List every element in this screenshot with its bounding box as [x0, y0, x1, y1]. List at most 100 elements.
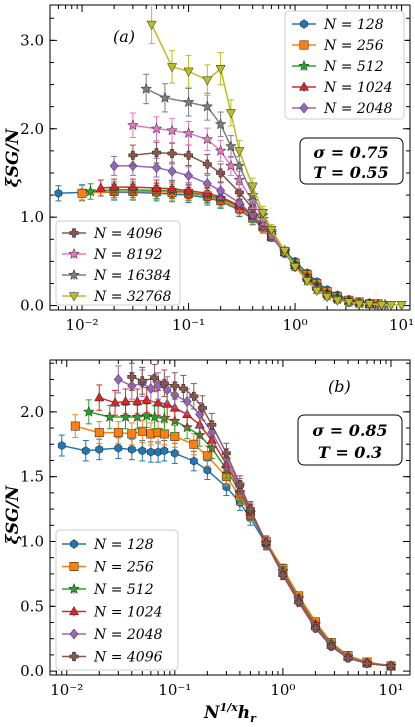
data-point [140, 82, 153, 94]
legend-item: N = 2048 [292, 101, 393, 117]
data-point [70, 421, 80, 431]
data-point [146, 20, 157, 31]
data-point [94, 428, 104, 438]
y-tick-label: 1.0 [20, 532, 44, 550]
legend-item: N = 4096 [62, 226, 163, 242]
legend-item: N = 1024 [62, 605, 163, 621]
legend-label: N = 2048 [323, 101, 393, 117]
data-point [140, 409, 153, 421]
annotation-box [299, 137, 404, 185]
y-tick-label: 0.0 [20, 662, 44, 680]
panel-b-xlabel: N1/xhr [203, 701, 257, 725]
data-point [170, 448, 179, 458]
data-point [184, 150, 194, 160]
x-tick-label: 10⁻¹ [158, 681, 191, 699]
y-tick-label: 2.0 [20, 120, 44, 138]
data-point [167, 165, 177, 177]
data-point [127, 444, 136, 454]
data-point [376, 301, 387, 311]
data-point [159, 91, 171, 103]
data-point [214, 118, 227, 130]
data-point [159, 429, 169, 439]
data-point [326, 642, 336, 651]
panel-b-frame [49, 359, 411, 676]
data-point [95, 182, 106, 192]
annotation-sigma: σ = 0.75 [313, 143, 388, 162]
panel-b-ylabel: ξSG/N [3, 484, 23, 544]
panel-a-ylabel: ξSG/N [3, 127, 23, 187]
data-point [127, 372, 137, 382]
legend-marker [298, 81, 310, 91]
data-point [77, 188, 87, 198]
data-point [120, 395, 131, 406]
legend-label: N = 4096 [93, 226, 163, 242]
data-point [170, 432, 180, 441]
data-point [84, 185, 97, 197]
xlabel-n: N [203, 703, 221, 723]
annotation-box [297, 414, 403, 466]
data-point [225, 109, 236, 119]
data-point [146, 447, 155, 457]
legend-item: N = 4096 [62, 650, 163, 666]
legend-item: N = 1024 [292, 80, 393, 96]
data-point [138, 446, 147, 456]
data-point [290, 263, 301, 273]
legend-item: N = 512 [62, 582, 154, 598]
panel-b-series [57, 362, 397, 672]
legend-marker [299, 40, 309, 50]
data-point [354, 300, 365, 310]
data-point [182, 396, 192, 407]
panel-a-series [54, 4, 407, 311]
data-point [202, 187, 213, 197]
data-point [113, 374, 123, 385]
x-tick-label: 10¹ [389, 316, 414, 334]
data-point [57, 441, 66, 451]
data-point [167, 183, 178, 193]
panel-a-label: (a) [113, 27, 135, 46]
legend-box [284, 10, 405, 120]
y-tick-label: 0.5 [20, 597, 44, 615]
data-point [247, 182, 258, 192]
panel-a-annotation: σ = 0.75 T = 0.55 [299, 137, 404, 185]
panel-a: 10⁻² 10⁻¹ 10⁰ 10¹ 0.0 1.0 2.0 3.0 (a) ξSG/N N =… [3, 4, 414, 334]
data-point [197, 403, 207, 413]
data-point [294, 597, 304, 607]
data-point [132, 395, 143, 406]
panel-a-legend-top-right: N = 128 N = 256 N = 512 N = 1024 N = 2048 [284, 10, 405, 120]
data-point [127, 181, 138, 191]
legend-item: N = 256 [62, 560, 154, 576]
data-point [257, 209, 269, 219]
series-line [145, 88, 386, 306]
data-point [189, 391, 199, 401]
data-point [167, 63, 178, 73]
legend-marker [68, 582, 80, 594]
x-tick-label: 10⁻¹ [172, 316, 205, 334]
data-point [386, 661, 396, 671]
data-point [113, 428, 123, 438]
data-point [167, 149, 177, 158]
xlabel-exponent: 1/x [220, 701, 239, 714]
data-point [170, 381, 180, 391]
legend-marker [69, 652, 79, 661]
legend-marker [70, 539, 78, 549]
data-point [234, 147, 245, 157]
data-point [182, 96, 195, 108]
data-point [152, 148, 161, 158]
data-point [221, 448, 231, 458]
series-line [88, 411, 392, 667]
legend-item: N = 32768 [62, 289, 172, 305]
data-point [128, 150, 138, 160]
data-point [151, 162, 162, 174]
xlabel-subscript: r [250, 712, 257, 725]
legend-marker [298, 59, 310, 71]
y-tick-label: 3.0 [20, 31, 44, 49]
data-point [94, 392, 105, 402]
legend-marker [69, 628, 79, 640]
data-point [184, 170, 194, 182]
legend-label: N = 2048 [93, 627, 163, 643]
legend-label: N = 512 [93, 582, 154, 598]
data-point [278, 570, 288, 580]
x-tick-label: 10⁰ [270, 681, 295, 699]
legend-label: N = 128 [323, 17, 384, 33]
